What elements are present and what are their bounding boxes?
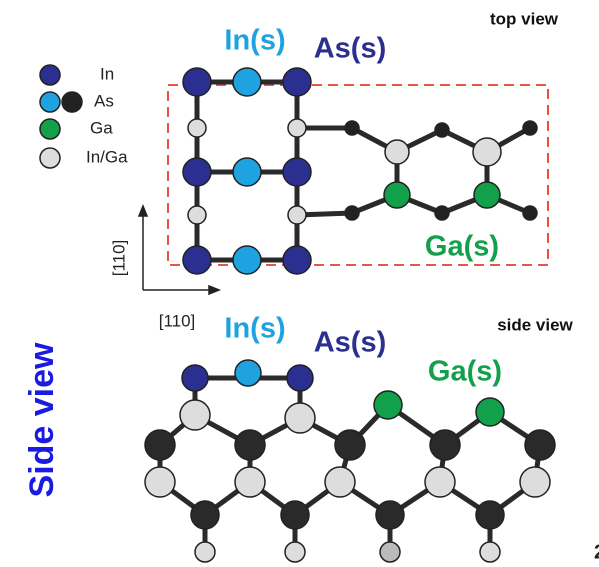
axis-label: [110] (109, 240, 128, 277)
view-label: side view (497, 315, 573, 334)
top-atoms (182, 67, 538, 275)
unit-cell (167, 84, 549, 266)
surface-label: Ga(s) (428, 356, 502, 388)
surface-label: As(s) (314, 327, 387, 359)
side-atoms (144, 359, 556, 563)
panel-label: Side view (23, 342, 61, 498)
direction-arrows (137, 203, 222, 296)
surface-label: In(s) (224, 25, 285, 57)
page-number: 2 (594, 541, 599, 563)
legend-label: As (94, 91, 114, 110)
legend-label: In/Ga (86, 147, 128, 166)
surface-label: As(s) (314, 33, 387, 65)
legend (39, 64, 83, 169)
view-label: top view (490, 9, 559, 28)
legend-label: Ga (90, 118, 113, 137)
axis-label: [110] (159, 311, 196, 330)
legend-label: In (100, 64, 114, 83)
surface-label: In(s) (224, 313, 285, 345)
surface-label: Ga(s) (425, 231, 499, 263)
